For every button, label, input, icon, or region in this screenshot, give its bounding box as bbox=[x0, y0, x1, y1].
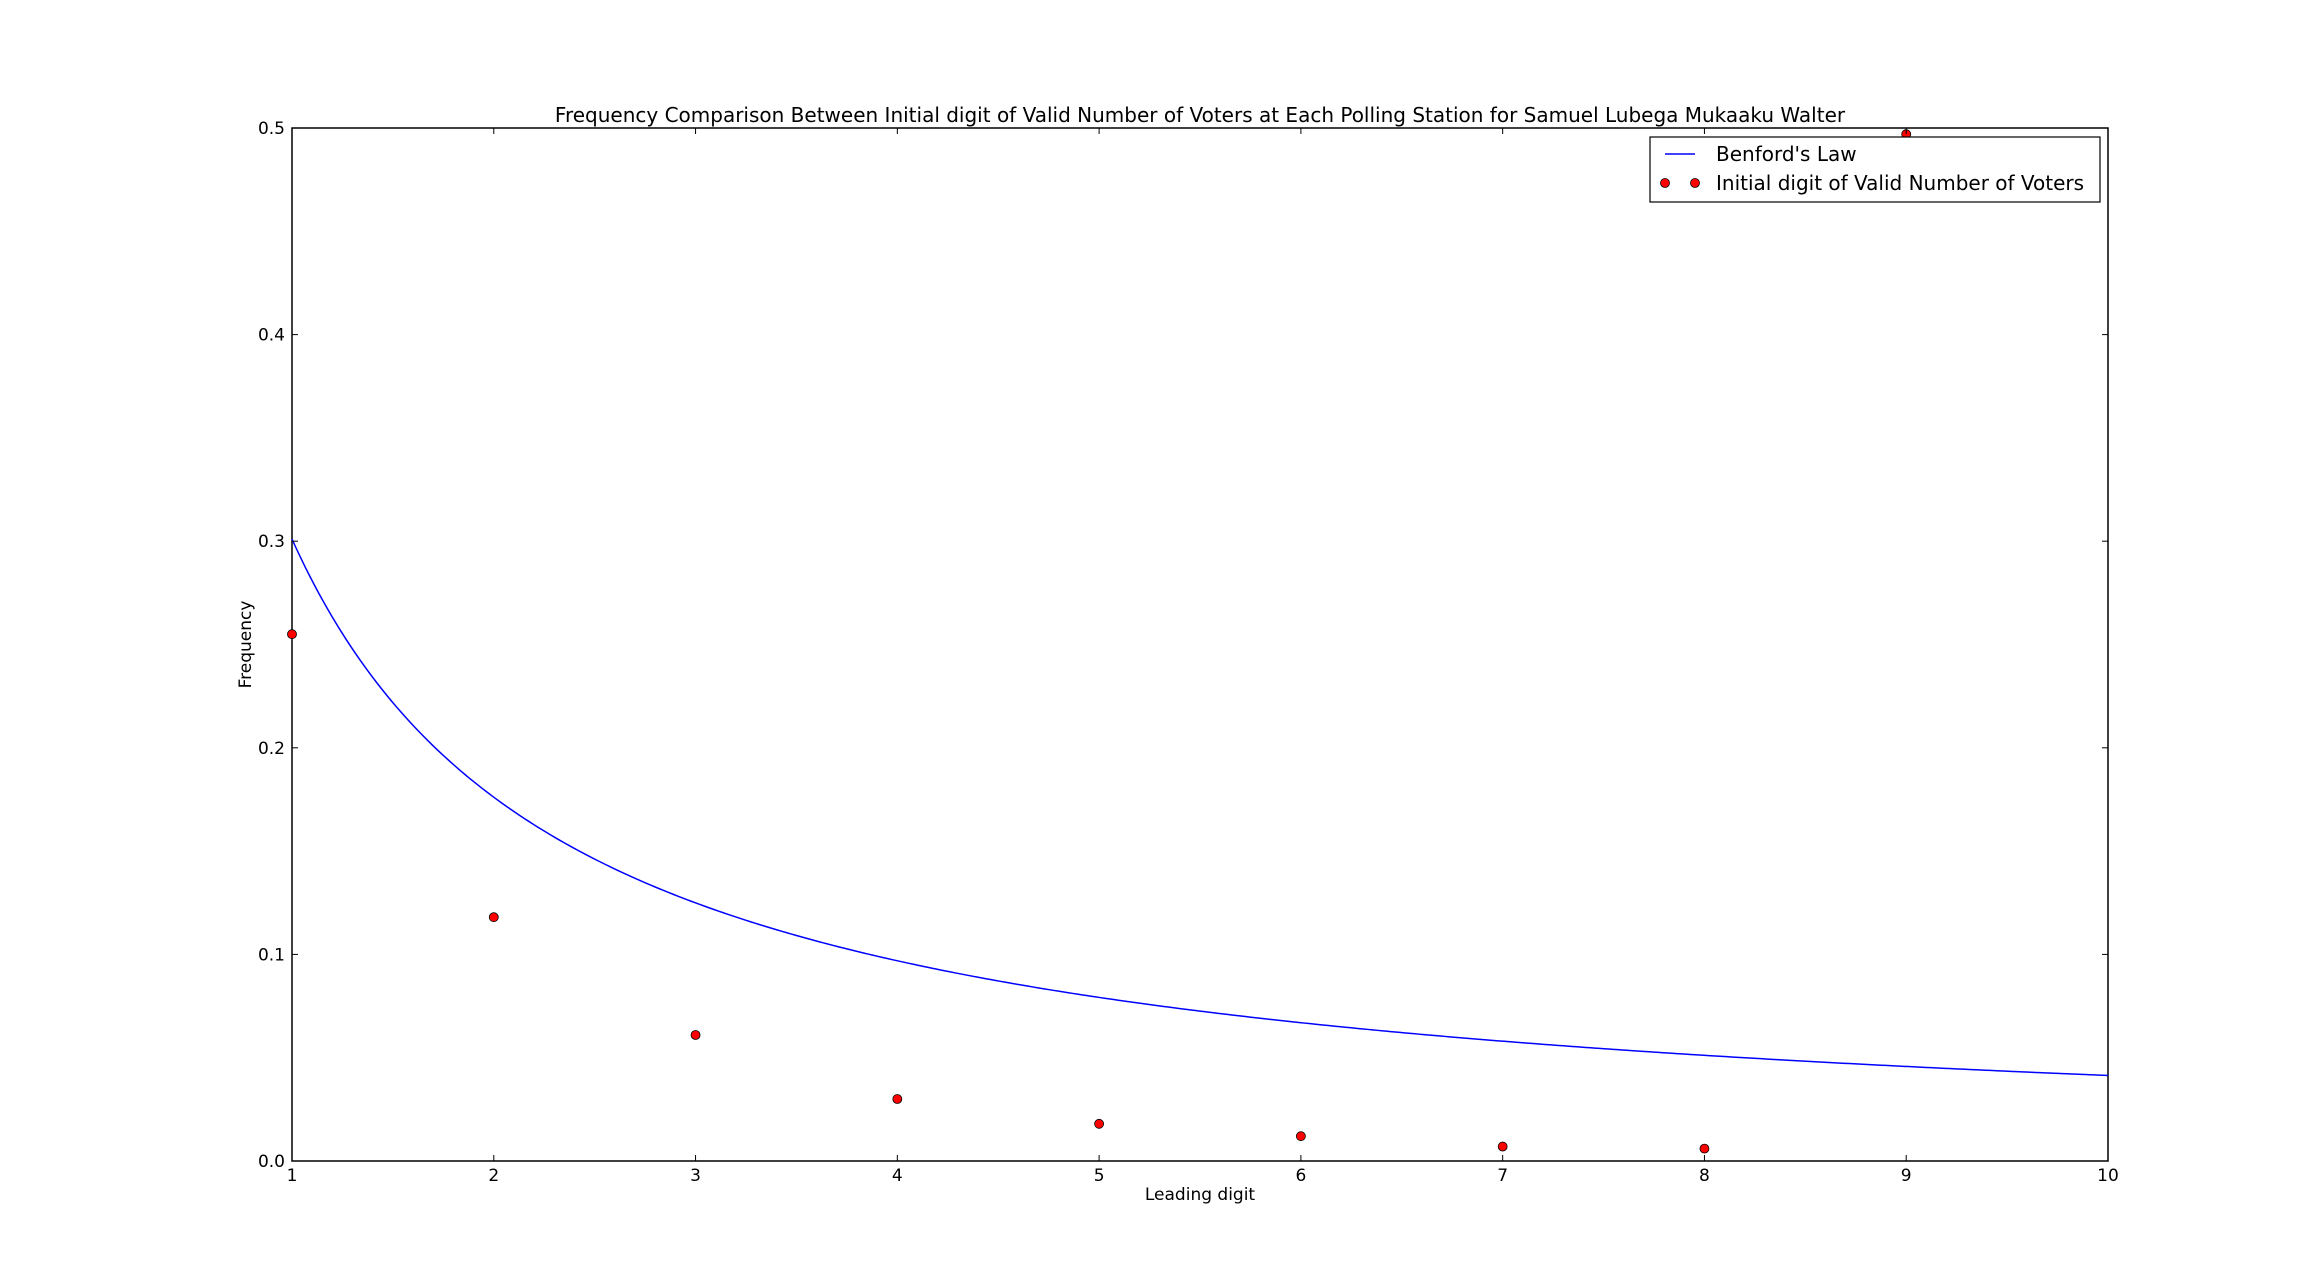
data-point bbox=[287, 629, 297, 640]
data-point bbox=[892, 1094, 903, 1104]
chart-title: Frequency Comparison Between Initial dig… bbox=[555, 103, 1846, 127]
data-point bbox=[1295, 1131, 1306, 1142]
legend-label-benfords-law: Benford's Law bbox=[1716, 142, 1857, 166]
x-tick-label: 10 bbox=[2097, 1166, 2119, 1186]
data-point bbox=[690, 1030, 701, 1040]
x-tick-label: 9 bbox=[1901, 1166, 1912, 1186]
data-point bbox=[1497, 1141, 1508, 1152]
data-point bbox=[488, 912, 499, 923]
legend: Benford's Law Initial digit of Valid Numb… bbox=[1649, 136, 2101, 203]
y-tick-label: 0.3 bbox=[258, 532, 285, 552]
x-axis-label: Leading digit bbox=[1145, 1185, 1256, 1205]
y-axis: 0.0 0.1 0.2 0.3 0.4 0.5 bbox=[258, 119, 2108, 1172]
legend-label-initial-digit: Initial digit of Valid Number of Voters bbox=[1716, 171, 2084, 195]
legend-marker-swatch bbox=[1690, 178, 1700, 188]
data-point bbox=[1094, 1118, 1105, 1129]
y-tick-label: 0.5 bbox=[258, 119, 285, 139]
y-tick-label: 0.2 bbox=[258, 739, 285, 759]
x-tick-label: 4 bbox=[892, 1166, 903, 1186]
series-line-benfords-law bbox=[291, 538, 2109, 1077]
plot-frame bbox=[291, 127, 2109, 1162]
x-tick-label: 3 bbox=[690, 1166, 701, 1186]
y-axis-label: Frequency bbox=[236, 601, 256, 689]
legend-marker-swatch bbox=[1660, 178, 1670, 188]
x-axis: 1 2 3 4 5 6 7 8 9 10 bbox=[287, 128, 2119, 1186]
x-tick-label: 6 bbox=[1295, 1166, 1306, 1186]
y-tick-label: 0.0 bbox=[258, 1152, 285, 1172]
x-tick-label: 5 bbox=[1094, 1166, 1105, 1186]
x-tick-label: 1 bbox=[287, 1166, 298, 1186]
x-tick-label: 2 bbox=[488, 1166, 499, 1186]
y-tick-label: 0.1 bbox=[258, 945, 285, 965]
y-tick-label: 0.4 bbox=[258, 326, 285, 346]
data-point bbox=[1699, 1143, 1710, 1154]
x-tick-label: 7 bbox=[1497, 1166, 1508, 1186]
plot-area bbox=[287, 127, 2109, 1162]
legend-box bbox=[1649, 136, 2101, 203]
x-tick-label: 8 bbox=[1699, 1166, 1710, 1186]
